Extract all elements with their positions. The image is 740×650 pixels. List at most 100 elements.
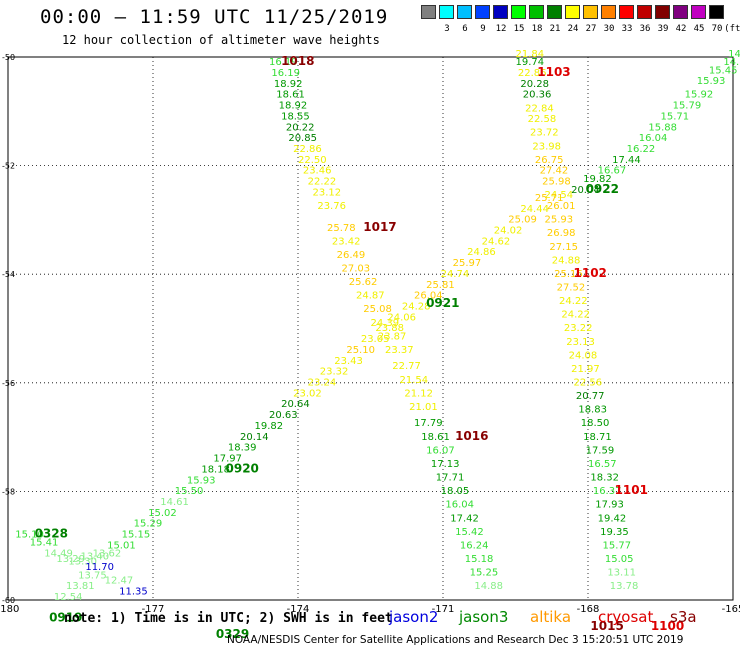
swh-value-label: 18.32 [590, 473, 619, 484]
x-tick-label: -165 [722, 604, 740, 615]
swh-value-label: 15.88 [648, 122, 677, 133]
scale-label: 30 [603, 24, 615, 34]
swh-value-label: 15.79 [673, 101, 702, 112]
swh-value-label: 20.85 [288, 133, 317, 144]
scale-label: 21 [549, 24, 561, 34]
swh-value-label: 16.57 [588, 459, 617, 470]
swh-value-label: 24.74 [441, 269, 470, 280]
swh-value-label: 23.24 [308, 378, 337, 389]
y-tick-label: -54 [2, 270, 15, 279]
swh-value-label: 21.84 [516, 49, 545, 60]
swh-value-label: 18.50 [581, 418, 610, 429]
x-tick-label: -180 [0, 604, 19, 615]
swh-value-label: 18.55 [281, 111, 310, 122]
swh-value-label: 26.98 [547, 228, 576, 239]
swh-value-label: 20.14 [240, 432, 269, 443]
time-annotation: 0919 [49, 611, 82, 625]
swh-value-label: 18.61 [421, 432, 450, 443]
swh-value-label: 24.86 [467, 247, 496, 258]
swh-value-label: 15.29 [134, 519, 163, 530]
plot-frame [7, 56, 734, 601]
scale-swatch [637, 5, 652, 19]
swh-value-label: 25.10 [346, 345, 375, 356]
scale-label: 12 [495, 24, 507, 34]
swh-value-label: 15.15 [122, 530, 151, 541]
swh-value-label: 14.88 [474, 581, 503, 592]
swh-value-label: 21.97 [571, 364, 600, 375]
scale-label: 24 [567, 24, 579, 34]
swh-value-label: 24.88 [552, 255, 581, 266]
swh-value-label: 11.70 [85, 562, 114, 573]
swh-value-label: 15.93 [697, 76, 726, 87]
swh-value-label: 13.29 [56, 554, 85, 565]
time-annotation: 1017 [363, 220, 396, 234]
scale-label: 39 [657, 24, 669, 34]
scale-label: 3 [444, 24, 450, 34]
swh-value-label: 23.43 [334, 356, 363, 367]
swh-value-label: 17.93 [595, 500, 624, 511]
swh-value-label: 25.71 [535, 193, 564, 204]
scale-label: 27 [585, 24, 597, 34]
swh-value-label: 23.13 [566, 337, 595, 348]
scale-swatch [601, 5, 616, 19]
time-annotation: 1100 [651, 619, 684, 633]
swh-value-label: 18.83 [578, 405, 607, 416]
swh-value-label: 16.19 [269, 57, 298, 68]
legend-cryosat: cryosat [598, 608, 654, 626]
swh-value-label: 24.87 [356, 291, 385, 302]
swh-value-label: 12.47 [105, 576, 134, 587]
swh-value-label: 24.08 [569, 350, 598, 361]
scale-swatch [619, 5, 634, 19]
swh-value-label: 15.92 [685, 90, 714, 101]
swh-value-label: 25.98 [542, 177, 571, 188]
swh-value-label: 27.52 [557, 282, 586, 293]
swh-value-label: 19.35 [600, 527, 629, 538]
swh-value-label: 16.24 [460, 540, 489, 551]
footer-note: note: 1) Time is in UTC; 2) SWH is in fe… [64, 611, 393, 626]
swh-value-label: 27.42 [540, 166, 569, 177]
swh-value-label: 14.49 [44, 549, 73, 560]
swh-value-label: 17.42 [450, 513, 479, 524]
scale-swatch [475, 5, 490, 19]
swh-value-label: 20.36 [523, 90, 552, 101]
swh-value-label: 19.82 [255, 421, 284, 432]
swh-value-label: 11.35 [119, 587, 148, 598]
swh-value-label: 15.77 [603, 540, 632, 551]
swh-value-label: 26.01 [547, 201, 576, 212]
swh-value-label: 22.58 [528, 114, 557, 125]
scale-swatch [439, 5, 454, 19]
swh-value-label: 15.42 [455, 527, 484, 538]
swh-value-label: 21.01 [409, 402, 438, 413]
scale-swatch [691, 5, 706, 19]
swh-value-label: 13.40 [81, 551, 110, 562]
swh-value-label: 25.81 [426, 280, 455, 291]
scale-label: 6 [462, 24, 468, 34]
swh-value-label: 22.86 [293, 144, 322, 155]
swh-value-label: 14.61 [160, 497, 189, 508]
scale-label: 9 [480, 24, 486, 34]
scale-swatch [547, 5, 562, 19]
scale-swatch [457, 5, 472, 19]
footer-credit: NOAA/NESDIS Center for Satellite Applica… [227, 634, 684, 646]
swh-value-label: 25.08 [363, 304, 392, 315]
swh-value-label: 26.04 [414, 291, 443, 302]
swh-value-label: 16.22 [627, 144, 656, 155]
swh-value-label: 18.71 [583, 432, 612, 443]
y-tick-label: -50 [2, 53, 15, 62]
swh-value-label: 27.15 [549, 242, 578, 253]
x-tick-label: -174 [287, 604, 310, 615]
swh-value-label: 21.12 [404, 388, 433, 399]
time-annotation: 1101 [615, 483, 648, 497]
swh-value-label: 14.64 [728, 49, 740, 60]
swh-value-label: 25.93 [545, 215, 574, 226]
time-annotation: 1103 [537, 65, 570, 79]
swh-value-label: 22.84 [525, 103, 554, 114]
x-tick-label: -171 [432, 604, 455, 615]
swh-value-label: 25.16 [554, 269, 583, 280]
scale-label: 36 [639, 24, 651, 34]
swh-value-label: 17.44 [612, 155, 641, 166]
swh-value-label: 23.32 [320, 367, 349, 378]
scale-swatch [655, 5, 670, 19]
swh-value-label: 12.54 [54, 592, 83, 603]
swh-value-label: 16.04 [445, 500, 474, 511]
